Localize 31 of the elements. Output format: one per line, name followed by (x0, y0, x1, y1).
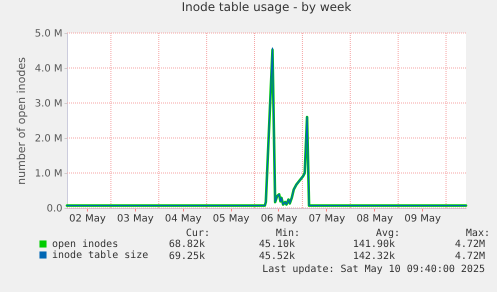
y-tick-label: 1.0 M (34, 168, 62, 180)
x-tick-label: 07 May (308, 214, 346, 224)
text: Min: (276, 228, 300, 239)
text: 68.82k (168, 238, 205, 250)
text: 45.52k (258, 251, 295, 262)
x-tick-label: 03 May (117, 214, 154, 224)
text: Avg: (376, 228, 400, 239)
text: 4.72M (454, 238, 485, 250)
x-tick-label: 08 May (356, 214, 394, 224)
x-tick-label: 06 May (260, 214, 298, 224)
text: 69.25k (168, 251, 205, 262)
y-tick-label: 4.0 M (34, 64, 62, 74)
text: Last update: Sat May 10 09:40:00 2025 (262, 264, 485, 274)
text: Cur: (186, 228, 210, 239)
x-tick-label: 04 May (164, 214, 202, 224)
legend-label: open inodes (52, 239, 118, 250)
text: 142.32k (352, 251, 395, 262)
y-tick-label: 5.0 M (34, 28, 62, 40)
y-tick-label: 0.0 (46, 204, 62, 214)
x-tick-label: 05 May (212, 214, 250, 224)
text: 45.10k (258, 238, 295, 250)
chart-title: Inode table usage - by week (182, 0, 352, 14)
legend-label: inode table size (52, 250, 148, 261)
x-tick-label: 02 May (69, 214, 106, 224)
y-axis-title: number of open inodes (14, 56, 28, 185)
text: 4.72M (454, 251, 485, 262)
x-tick-label: 09 May (404, 214, 441, 224)
text: Max: (466, 228, 490, 239)
y-tick-label: 3.0 M (34, 98, 62, 110)
text: 141.90k (352, 238, 395, 250)
y-tick-label: 2.0 M (34, 134, 62, 144)
